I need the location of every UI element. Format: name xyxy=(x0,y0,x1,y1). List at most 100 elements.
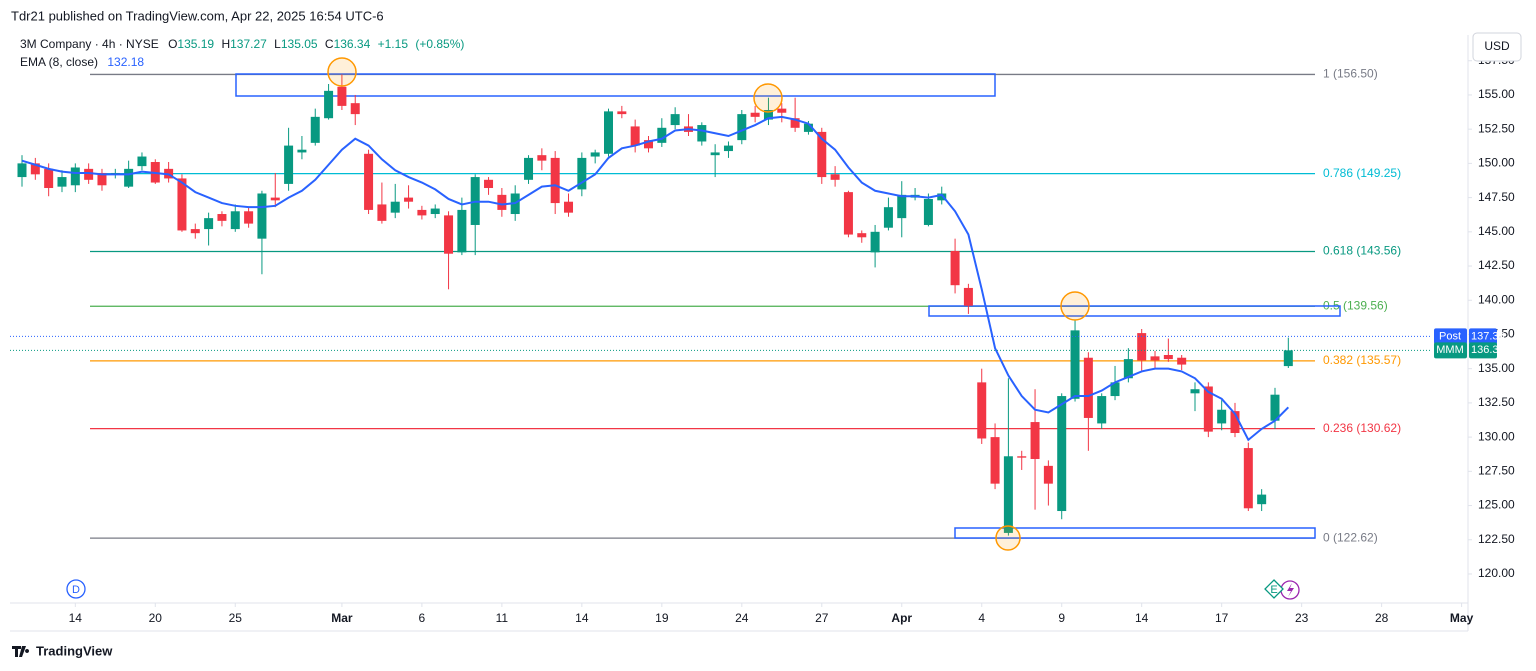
y-tick-label: 122.50 xyxy=(1478,532,1515,546)
candle-body xyxy=(1163,354,1173,360)
y-tick-label: 120.00 xyxy=(1478,566,1515,580)
indicator-value: 132.18 xyxy=(107,55,144,69)
y-tick-label: 127.50 xyxy=(1478,464,1515,478)
candle-body xyxy=(1283,350,1293,367)
currency-box[interactable] xyxy=(1472,32,1522,62)
fib-label: 1 (156.50) xyxy=(1323,67,1378,81)
candle-body xyxy=(604,111,614,154)
candle-body xyxy=(1257,494,1267,505)
flash-icon xyxy=(1287,583,1294,597)
candle-body xyxy=(350,103,360,115)
candle-body xyxy=(630,126,640,146)
change: +1.15 xyxy=(378,37,409,51)
x-tick-label: Mar xyxy=(331,611,353,625)
x-tick-label: 24 xyxy=(735,611,749,625)
candle-body xyxy=(444,215,454,254)
candle-body xyxy=(497,194,507,210)
candle-body xyxy=(337,86,347,106)
candle-body xyxy=(564,201,574,213)
candle-body xyxy=(524,157,534,180)
candle-body xyxy=(484,179,494,189)
candle-body xyxy=(284,145,294,184)
x-tick-label: May xyxy=(1450,611,1474,625)
candle-body xyxy=(1110,382,1120,397)
candle-body xyxy=(1270,394,1280,421)
candle-body xyxy=(1217,409,1227,424)
candle-body xyxy=(44,168,54,189)
candle-body xyxy=(1017,456,1027,458)
candle-body xyxy=(417,209,427,216)
candle-body xyxy=(217,214,227,221)
y-tick-label: 125.00 xyxy=(1478,498,1515,512)
fib-label: 0.236 (130.62) xyxy=(1323,421,1401,435)
x-tick-label: 14 xyxy=(1135,611,1149,625)
event-label: E xyxy=(1270,584,1277,596)
candle-body xyxy=(404,197,414,202)
candle-body xyxy=(390,201,400,213)
highlight-circle xyxy=(753,83,783,113)
candle-body xyxy=(617,111,627,115)
fib-label: 0.382 (135.57) xyxy=(1323,353,1401,367)
l-label: L xyxy=(274,37,281,51)
candle-body xyxy=(1097,396,1107,424)
candle-body xyxy=(817,131,827,178)
candle-body xyxy=(963,287,973,306)
y-tick-label: 142.50 xyxy=(1478,258,1515,272)
candle-body xyxy=(790,118,800,128)
candle-body xyxy=(590,152,600,157)
legend: 3M Company · 4h · NYSE O135.19 H137.27 L… xyxy=(20,37,464,51)
candle-body xyxy=(1137,333,1147,361)
price-tag-name-box xyxy=(1434,328,1467,345)
candle-body xyxy=(1203,386,1213,432)
indicator-legend: EMA (8, close) 132.18 xyxy=(20,55,144,69)
candle-body xyxy=(17,163,27,178)
y-tick-label: 140.00 xyxy=(1478,292,1515,306)
candle-body xyxy=(310,116,320,143)
candle-body xyxy=(1083,357,1093,418)
candle-body xyxy=(1190,389,1200,394)
currency: USD xyxy=(1484,39,1510,53)
zone-box xyxy=(954,527,1316,539)
candle-body xyxy=(84,168,94,180)
fib-label: 0 (122.62) xyxy=(1323,530,1378,544)
y-tick-label: 147.50 xyxy=(1478,190,1515,204)
event-label: D xyxy=(72,584,80,596)
y-tick-label: 135.00 xyxy=(1478,361,1515,375)
candle-body xyxy=(57,177,67,187)
candle-body xyxy=(430,208,440,215)
header: Tdr21 published on TradingView.com, Apr … xyxy=(11,8,384,23)
highlight-circle xyxy=(1060,291,1090,321)
event-marker[interactable] xyxy=(1264,579,1284,599)
candle-body xyxy=(1123,359,1133,379)
event-marker[interactable] xyxy=(66,579,86,599)
c-value: 136.34 xyxy=(334,37,371,51)
candle-body xyxy=(843,192,853,235)
candle-body xyxy=(577,157,587,190)
y-tick-label: 152.50 xyxy=(1478,121,1515,135)
h-value: 137.27 xyxy=(230,37,267,51)
candle-body xyxy=(1150,356,1160,361)
o-label: O xyxy=(168,37,177,51)
price-tag-value: 136.34 xyxy=(1471,344,1505,356)
candle-body xyxy=(1003,456,1013,533)
candle-body xyxy=(897,194,907,219)
price-tag-name: Post xyxy=(1439,330,1461,342)
x-tick-label: 14 xyxy=(575,611,589,625)
candle-body xyxy=(750,112,760,117)
y-tick-label: 130.00 xyxy=(1478,429,1515,443)
y-tick-label: 145.00 xyxy=(1478,224,1515,238)
price-tag-box xyxy=(1469,342,1497,359)
candle-body xyxy=(1070,330,1080,399)
x-tick-label: 14 xyxy=(69,611,83,625)
fib-label: 0.618 (143.56) xyxy=(1323,244,1401,258)
highlight-circle xyxy=(327,57,357,87)
candle-body xyxy=(1043,465,1053,484)
x-tick-label: 6 xyxy=(419,611,426,625)
candle-body xyxy=(190,229,200,234)
x-tick-label: 28 xyxy=(1375,611,1389,625)
x-tick-label: 11 xyxy=(496,611,509,625)
candle-body xyxy=(923,198,933,225)
candle-body xyxy=(1230,411,1240,434)
candle-body xyxy=(230,211,240,230)
